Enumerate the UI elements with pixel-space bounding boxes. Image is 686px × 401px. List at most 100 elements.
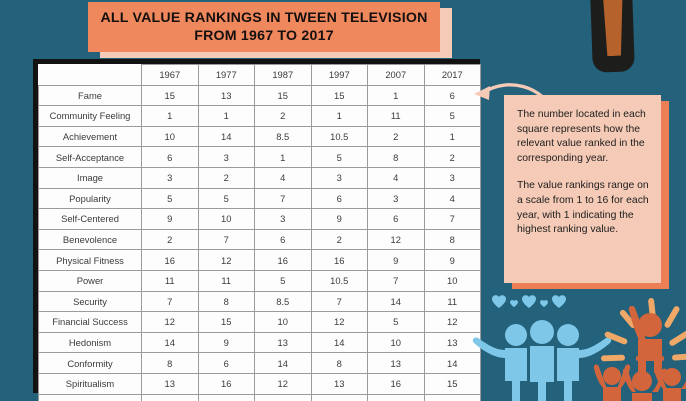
cell-15-0: 4 (141, 393, 199, 401)
cell-5-3: 6 (310, 187, 368, 210)
cell-13-2: 14 (254, 352, 312, 374)
cell-7-0: 2 (141, 228, 199, 251)
cell-3-3: 5 (310, 146, 368, 168)
row-label-self-acceptance: Self-Acceptance (38, 146, 142, 168)
cell-9-1: 11 (197, 269, 255, 292)
cell-6-1: 10 (197, 208, 255, 230)
cell-5-0: 5 (141, 187, 199, 210)
title-banner: ALL VALUE RANKINGS IN TWEEN TELEVISION F… (88, 2, 440, 52)
cell-6-3: 9 (310, 208, 368, 230)
cell-10-4: 14 (367, 290, 425, 313)
table-row: Self-Centered 9 10 3 9 6 7 (38, 208, 481, 230)
cell-11-4: 5 (367, 311, 425, 333)
cell-5-2: 7 (254, 187, 312, 210)
cell-2-1: 14 (197, 125, 255, 148)
cell-4-0: 3 (141, 166, 199, 189)
rankings-table-frame: 1967 1977 1987 1997 2007 2017 Fame 15 13 15 15 1 6 Co… (33, 59, 481, 401)
cell-12-1: 9 (197, 331, 255, 354)
table-row: Fame 15 13 15 15 1 6 (38, 84, 481, 107)
cell-15-1: 4 (197, 393, 255, 401)
hearts-icon (492, 295, 566, 308)
table-row: Hedonism 14 9 13 14 10 13 (38, 331, 481, 354)
row-label-fame: Fame (38, 84, 142, 107)
cell-3-4: 8 (367, 146, 425, 168)
cell-8-5: 9 (423, 249, 481, 271)
blue-figures-group-icon (472, 320, 612, 401)
cell-5-1: 5 (197, 187, 255, 210)
cell-3-5: 2 (423, 146, 481, 168)
column-header-1987: 1987 (254, 64, 312, 86)
cell-10-2: 8.5 (254, 290, 312, 313)
row-label-tradition: Tradition (38, 393, 142, 401)
table-row: Conformity 8 6 14 8 13 14 (38, 352, 481, 374)
cell-4-2: 4 (254, 166, 312, 189)
cell-3-1: 3 (197, 146, 255, 168)
cell-12-5: 13 (423, 331, 481, 354)
row-label-hedonism: Hedonism (38, 331, 142, 354)
row-label-self-centered: Self-Centered (38, 208, 142, 230)
cell-3-0: 6 (141, 146, 199, 168)
cell-15-2: 11 (254, 393, 312, 401)
cell-2-3: 10.5 (310, 125, 368, 148)
cell-7-4: 12 (367, 228, 425, 251)
cell-4-5: 3 (423, 166, 481, 189)
page-title-line-1: ALL VALUE RANKINGS IN TWEEN TELEVISION (100, 10, 428, 26)
cell-11-3: 12 (310, 311, 368, 333)
cell-0-2: 15 (254, 84, 312, 107)
row-label-achievement: Achievement (38, 125, 142, 148)
cell-0-4: 1 (367, 84, 425, 107)
cell-5-4: 3 (367, 187, 425, 210)
cell-4-3: 3 (310, 166, 368, 189)
page-title-line-2: FROM 1967 TO 2017 (194, 28, 334, 44)
table-row: Benevolence 2 7 6 2 12 8 (38, 228, 481, 251)
callout-paragraph-1: The number located in each square repres… (517, 109, 646, 164)
cell-6-4: 6 (367, 208, 425, 230)
cell-6-0: 9 (141, 208, 199, 230)
cell-2-4: 2 (367, 125, 425, 148)
table-row: Popularity 5 5 7 6 3 4 (38, 187, 481, 210)
cell-0-1: 13 (197, 84, 255, 107)
cell-12-0: 14 (141, 331, 199, 354)
column-header-1977: 1977 (197, 64, 255, 86)
cell-1-4: 11 (367, 105, 425, 127)
cell-2-5: 1 (423, 125, 481, 148)
cell-7-3: 2 (310, 228, 368, 251)
cell-14-1: 16 (197, 372, 255, 395)
cell-13-3: 8 (310, 352, 368, 374)
column-header-2007: 2007 (367, 64, 425, 86)
cell-9-3: 10.5 (310, 269, 368, 292)
cell-9-4: 7 (367, 269, 425, 292)
table-row: Physical Fitness 16 12 16 16 9 9 (38, 249, 481, 271)
row-label-benevolence: Benevolence (38, 228, 142, 251)
cell-14-4: 16 (367, 372, 425, 395)
row-label-financial-success: Financial Success (38, 311, 142, 333)
cell-13-5: 14 (423, 352, 481, 374)
cell-1-5: 5 (423, 105, 481, 127)
cell-8-4: 9 (367, 249, 425, 271)
orange-supporters-icon (593, 364, 686, 401)
cell-10-0: 7 (141, 290, 199, 313)
cell-12-2: 13 (254, 331, 312, 354)
table-row: Security 7 8 8.5 7 14 11 (38, 290, 481, 313)
cell-9-5: 10 (423, 269, 481, 292)
cell-6-5: 7 (423, 208, 481, 230)
cell-11-1: 15 (197, 311, 255, 333)
cell-10-5: 11 (423, 290, 481, 313)
people-illustration (472, 295, 686, 401)
table-row: Image 3 2 4 3 4 3 (38, 166, 481, 189)
cell-1-3: 1 (310, 105, 368, 127)
column-header-1967: 1967 (141, 64, 199, 86)
cell-8-1: 12 (197, 249, 255, 271)
cell-7-5: 8 (423, 228, 481, 251)
callout-paragraph-2: The value rankings range on a scale from… (517, 180, 649, 236)
row-label-physical-fitness: Physical Fitness (38, 249, 142, 271)
cell-15-4: 15 (367, 393, 425, 401)
table-row: Achievement 10 14 8.5 10.5 2 1 (38, 125, 481, 148)
table-row: Self-Acceptance 6 3 1 5 8 2 (38, 146, 481, 168)
row-label-image: Image (38, 166, 142, 189)
cell-3-2: 1 (254, 146, 312, 168)
cell-6-2: 3 (254, 208, 312, 230)
table-row: Power 11 11 5 10.5 7 10 (38, 269, 481, 292)
cell-11-2: 10 (254, 311, 312, 333)
